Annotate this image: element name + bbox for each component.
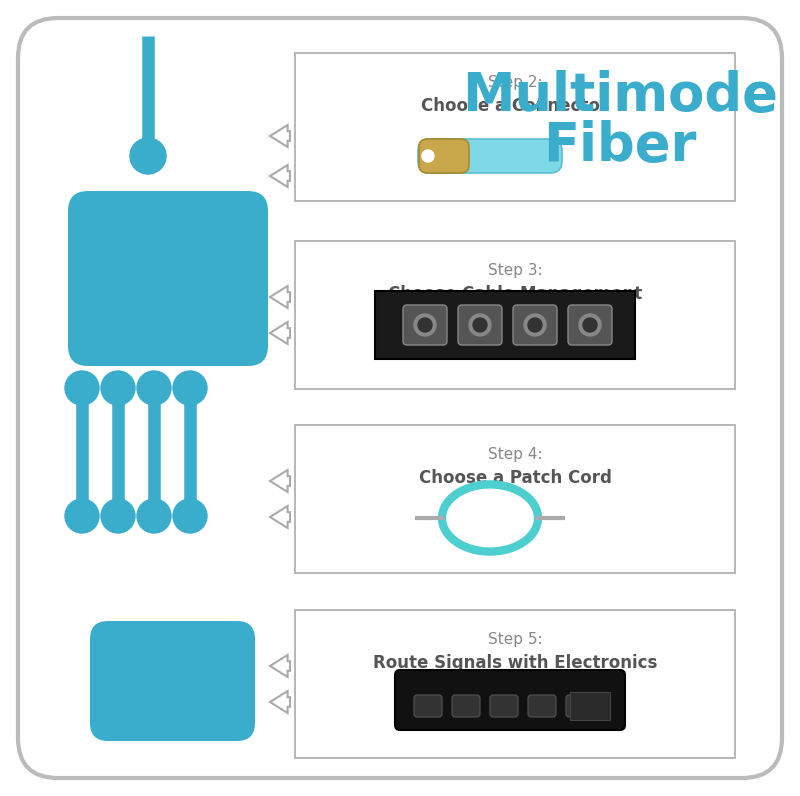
Polygon shape	[270, 506, 290, 528]
Text: Step 2:: Step 2:	[488, 75, 542, 90]
Circle shape	[583, 318, 597, 332]
Text: Step 5:: Step 5:	[488, 632, 542, 647]
FancyBboxPatch shape	[528, 695, 556, 717]
Polygon shape	[270, 286, 290, 308]
FancyBboxPatch shape	[570, 692, 610, 720]
Circle shape	[418, 318, 432, 332]
FancyBboxPatch shape	[490, 695, 518, 717]
FancyBboxPatch shape	[68, 191, 268, 366]
FancyBboxPatch shape	[18, 18, 782, 778]
Circle shape	[524, 314, 546, 336]
FancyBboxPatch shape	[90, 621, 255, 741]
Circle shape	[137, 499, 171, 533]
Circle shape	[469, 314, 491, 336]
Text: Choose a Connector: Choose a Connector	[422, 97, 609, 115]
Text: Step 4:: Step 4:	[488, 447, 542, 462]
Circle shape	[65, 371, 99, 405]
Circle shape	[422, 150, 434, 162]
Text: Route Signals with Electronics: Route Signals with Electronics	[373, 654, 657, 672]
FancyBboxPatch shape	[403, 305, 447, 345]
FancyBboxPatch shape	[458, 305, 502, 345]
Polygon shape	[270, 691, 290, 713]
FancyBboxPatch shape	[419, 139, 469, 173]
Circle shape	[137, 371, 171, 405]
Circle shape	[528, 318, 542, 332]
FancyBboxPatch shape	[568, 305, 612, 345]
FancyBboxPatch shape	[295, 425, 735, 573]
Circle shape	[173, 371, 207, 405]
Polygon shape	[270, 165, 290, 187]
FancyBboxPatch shape	[375, 291, 635, 359]
Polygon shape	[270, 655, 290, 677]
FancyBboxPatch shape	[452, 695, 480, 717]
FancyBboxPatch shape	[513, 305, 557, 345]
Circle shape	[473, 318, 487, 332]
FancyBboxPatch shape	[295, 610, 735, 758]
Text: Step 3:: Step 3:	[488, 263, 542, 278]
FancyBboxPatch shape	[295, 53, 735, 201]
FancyBboxPatch shape	[566, 695, 594, 717]
FancyBboxPatch shape	[414, 695, 442, 717]
FancyBboxPatch shape	[295, 241, 735, 389]
Polygon shape	[270, 322, 290, 344]
Circle shape	[101, 371, 135, 405]
Text: Multimode: Multimode	[462, 70, 778, 122]
Text: Choose Cable Management: Choose Cable Management	[388, 285, 642, 303]
Circle shape	[101, 499, 135, 533]
Circle shape	[130, 138, 166, 174]
FancyBboxPatch shape	[395, 670, 625, 730]
Polygon shape	[270, 125, 290, 147]
Circle shape	[173, 499, 207, 533]
Circle shape	[65, 499, 99, 533]
Polygon shape	[270, 470, 290, 492]
Text: Choose a Patch Cord: Choose a Patch Cord	[418, 469, 611, 487]
Circle shape	[579, 314, 601, 336]
Text: Fiber: Fiber	[543, 120, 697, 172]
Circle shape	[414, 314, 436, 336]
FancyBboxPatch shape	[418, 139, 562, 173]
